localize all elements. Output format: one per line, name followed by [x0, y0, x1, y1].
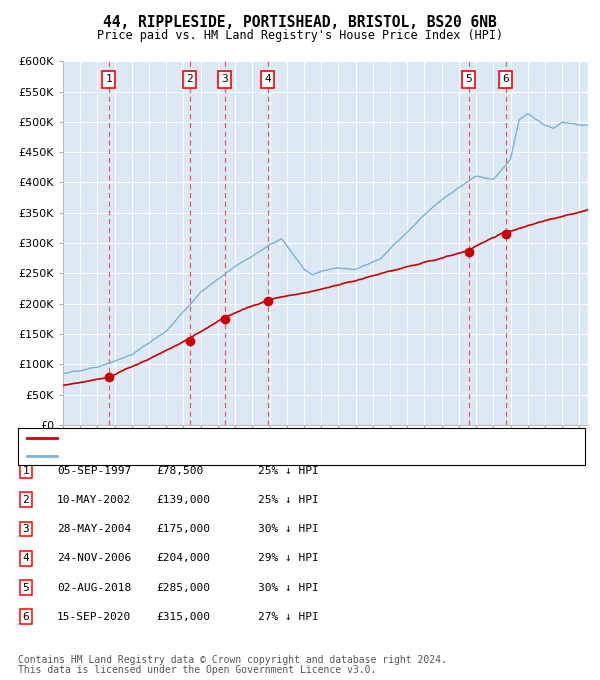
- Text: 30% ↓ HPI: 30% ↓ HPI: [258, 524, 319, 534]
- Text: 3: 3: [221, 74, 229, 84]
- Text: 05-SEP-1997: 05-SEP-1997: [57, 466, 131, 475]
- Text: 2: 2: [22, 495, 29, 505]
- Text: This data is licensed under the Open Government Licence v3.0.: This data is licensed under the Open Gov…: [18, 665, 376, 675]
- Text: 15-SEP-2020: 15-SEP-2020: [57, 612, 131, 622]
- Text: 28-MAY-2004: 28-MAY-2004: [57, 524, 131, 534]
- Text: £78,500: £78,500: [156, 466, 203, 475]
- Text: 4: 4: [265, 74, 271, 84]
- Text: £315,000: £315,000: [156, 612, 210, 622]
- Text: 10-MAY-2002: 10-MAY-2002: [57, 495, 131, 505]
- Text: 1: 1: [106, 74, 112, 84]
- Text: £175,000: £175,000: [156, 524, 210, 534]
- Text: Contains HM Land Registry data © Crown copyright and database right 2024.: Contains HM Land Registry data © Crown c…: [18, 655, 447, 665]
- Text: 44, RIPPLESIDE, PORTISHEAD, BRISTOL, BS20 6NB: 44, RIPPLESIDE, PORTISHEAD, BRISTOL, BS2…: [103, 15, 497, 30]
- Text: 3: 3: [22, 524, 29, 534]
- Text: 02-AUG-2018: 02-AUG-2018: [57, 583, 131, 592]
- Text: 5: 5: [22, 583, 29, 592]
- Text: 25% ↓ HPI: 25% ↓ HPI: [258, 495, 319, 505]
- Text: 27% ↓ HPI: 27% ↓ HPI: [258, 612, 319, 622]
- Text: 4: 4: [22, 554, 29, 563]
- Text: HPI: Average price, detached house, North Somerset: HPI: Average price, detached house, Nort…: [61, 451, 374, 461]
- Text: 1: 1: [22, 466, 29, 475]
- Text: £285,000: £285,000: [156, 583, 210, 592]
- Text: 5: 5: [466, 74, 472, 84]
- Text: 30% ↓ HPI: 30% ↓ HPI: [258, 583, 319, 592]
- Text: 44, RIPPLESIDE, PORTISHEAD, BRISTOL, BS20 6NB (detached house): 44, RIPPLESIDE, PORTISHEAD, BRISTOL, BS2…: [61, 433, 449, 443]
- Text: 6: 6: [502, 74, 509, 84]
- Text: £204,000: £204,000: [156, 554, 210, 563]
- Text: 25% ↓ HPI: 25% ↓ HPI: [258, 466, 319, 475]
- Text: Price paid vs. HM Land Registry's House Price Index (HPI): Price paid vs. HM Land Registry's House …: [97, 29, 503, 42]
- Text: £139,000: £139,000: [156, 495, 210, 505]
- Text: 24-NOV-2006: 24-NOV-2006: [57, 554, 131, 563]
- Text: 6: 6: [22, 612, 29, 622]
- Text: 2: 2: [187, 74, 193, 84]
- Text: 29% ↓ HPI: 29% ↓ HPI: [258, 554, 319, 563]
